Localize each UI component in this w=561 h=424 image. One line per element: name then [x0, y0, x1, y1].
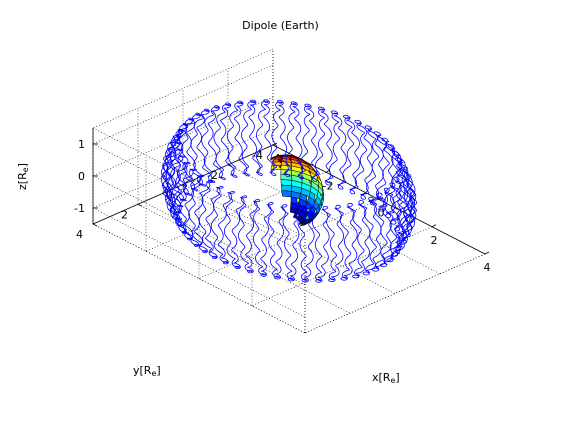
- trajectory-line: [341, 212, 344, 216]
- trajectory-line: [334, 204, 343, 217]
- earth-surface-patch: [280, 184, 292, 192]
- earth-surface-patch: [280, 179, 292, 186]
- x-axis-label-subscript: e: [390, 376, 396, 385]
- y-axis-label-close: ]: [156, 364, 161, 377]
- trajectory-line: [336, 167, 347, 190]
- y-tick: [272, 144, 278, 148]
- chart-title: Dipole (Earth): [242, 19, 319, 32]
- trajectory-line: [288, 101, 302, 135]
- trajectory-back: [160, 99, 418, 283]
- y-tick-label: 2: [121, 208, 128, 221]
- z-axis-label: z[Re]: [16, 163, 30, 190]
- earth-surface-patch: [281, 190, 292, 198]
- x-tick: [378, 197, 384, 200]
- trajectory-line: [330, 110, 347, 169]
- grid-line-z-wall: [92, 175, 306, 286]
- y-tick-label: -4: [252, 149, 263, 162]
- trajectory-line: [317, 106, 332, 152]
- x-tick: [431, 224, 437, 228]
- z-axis-label-text: z[R: [16, 172, 29, 190]
- trajectory-line: [311, 138, 323, 182]
- grid-line-y-floor: [137, 203, 351, 314]
- x-tick-label: 0: [378, 207, 385, 220]
- z-tick-label: -1: [74, 202, 85, 215]
- trajectory-line: [324, 151, 338, 186]
- trajectory-line: [310, 210, 315, 220]
- trajectory-front: [258, 132, 347, 234]
- trajectory-line: [295, 134, 309, 180]
- x-tick-label: 2: [431, 234, 438, 247]
- z-axis-label-close: ]: [16, 163, 29, 168]
- box-edge: [92, 223, 306, 334]
- y-tick-label: 4: [76, 228, 83, 241]
- x-axis-label-text: x[R: [372, 371, 391, 384]
- trajectory-line: [279, 132, 293, 178]
- trajectory-line: [255, 99, 270, 142]
- y-axis-label-text: y[R: [133, 364, 152, 377]
- x-tick-label: -2: [323, 179, 334, 192]
- z-tick-label: 0: [78, 170, 85, 183]
- trajectory-line: [271, 99, 286, 135]
- trajectory-line: [258, 140, 263, 151]
- grid-line-y-floor: [182, 184, 396, 294]
- y-axis-label: y[Re]: [133, 364, 161, 378]
- grid-line-z-wall: [92, 143, 306, 254]
- trajectory-line: [328, 216, 345, 282]
- z-tick-label: 1: [78, 138, 85, 151]
- trajectory-line: [312, 217, 330, 283]
- grid-line-y-floor: [227, 164, 441, 275]
- trajectory-line: [160, 99, 315, 283]
- y-axis-label-subscript: e: [151, 369, 157, 378]
- x-axis-label: x[Re]: [372, 371, 400, 385]
- trajectory-line: [309, 206, 317, 219]
- y-tick: [92, 223, 98, 227]
- trajectory-line: [265, 134, 278, 177]
- x-axis-label-close: ]: [395, 371, 400, 384]
- y-tick-label: -2: [207, 169, 218, 182]
- trajectory-line: [303, 103, 317, 139]
- trajectory-line: [321, 205, 332, 234]
- grid-line-z-wall: [92, 207, 306, 318]
- y-tick: [137, 203, 143, 207]
- trajectory-line: [339, 196, 387, 281]
- z-axis-label-subscript: e: [21, 167, 30, 173]
- trajectory-line: [343, 114, 418, 272]
- x-tick: [484, 251, 490, 255]
- box-edge: [92, 127, 306, 238]
- x-tick-label: 4: [484, 261, 491, 274]
